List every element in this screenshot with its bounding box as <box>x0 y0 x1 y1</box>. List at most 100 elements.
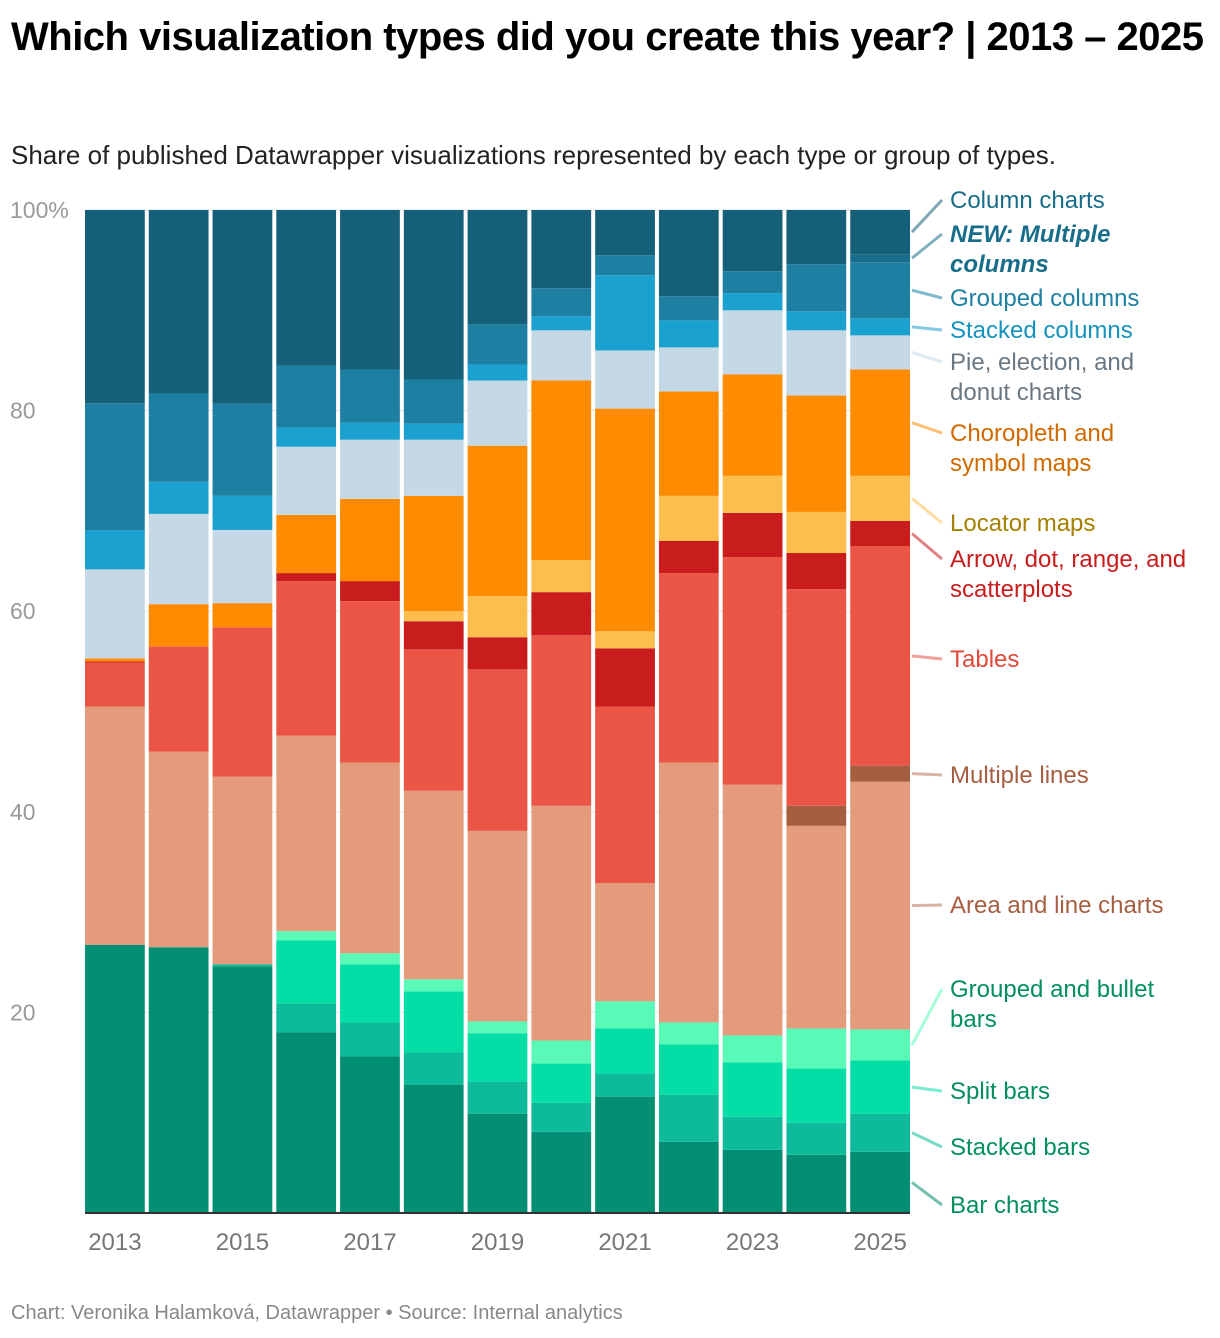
chart-subtitle: Share of published Datawrapper visualiza… <box>11 140 1056 170</box>
bar-segment <box>531 1102 592 1132</box>
series-label: Choropleth and symbol maps <box>950 420 1114 477</box>
series-label: Bar charts <box>950 1192 1059 1219</box>
bar-segment <box>850 475 910 521</box>
series-label-line: Tables <box>950 646 1019 673</box>
chart-footer: Chart: Veronika Halamková, Datawrapper •… <box>11 1302 623 1324</box>
bar-segment <box>658 210 719 297</box>
bar-segment <box>722 374 783 476</box>
bar-segment <box>722 512 783 558</box>
bar-segment <box>786 825 847 1029</box>
bar-segment <box>340 439 400 499</box>
bar-segment <box>850 335 910 370</box>
bar-segment <box>595 210 655 256</box>
leader-line <box>911 1181 943 1207</box>
leader-line <box>911 350 943 364</box>
series-label-line: Multiple lines <box>950 762 1089 789</box>
bar-segment <box>340 210 400 370</box>
bar-segment <box>467 637 528 670</box>
series-label-line: Stacked columns <box>950 317 1133 344</box>
bar-segment <box>850 1060 910 1114</box>
bar-segment <box>276 365 337 428</box>
bar-segment <box>467 1033 528 1082</box>
leader-line <box>911 654 943 661</box>
leader-line <box>911 772 943 777</box>
bar-segment <box>276 573 337 582</box>
bar-segment <box>403 621 464 650</box>
bar-segment <box>595 706 655 884</box>
bar-segment <box>85 658 145 662</box>
bar-segment <box>595 1096 655 1213</box>
bar-segment <box>467 1113 528 1213</box>
series-label: Pie, election, and donut charts <box>950 349 1134 406</box>
bar-segment <box>595 1001 655 1029</box>
bar-segment <box>850 765 910 782</box>
bar-segment <box>403 790 464 980</box>
bar-segment <box>403 210 464 380</box>
y-tick-label: 100% <box>10 197 69 223</box>
series-label: Stacked bars <box>950 1134 1090 1161</box>
bar-segment <box>85 569 145 659</box>
bar-segment <box>658 391 719 496</box>
bar-segment <box>85 661 145 663</box>
series-label-line: Area and line charts <box>950 892 1163 919</box>
bar-segment <box>786 589 847 806</box>
bar-segment <box>276 427 337 447</box>
x-tick-label: 2017 <box>343 1229 396 1256</box>
leader-line <box>910 198 944 234</box>
bar-segment <box>276 210 337 366</box>
bar-segment <box>467 380 528 446</box>
leader-line <box>911 532 943 561</box>
bar-segment <box>595 648 655 707</box>
bar-segment <box>212 403 273 496</box>
bar-segment <box>403 649 464 791</box>
bar-segment <box>403 423 464 440</box>
bar-segment <box>722 557 783 785</box>
bar-segment <box>85 210 145 404</box>
bar-segment <box>595 275 655 351</box>
bar-segment <box>212 603 273 628</box>
bar-segment <box>658 762 719 1023</box>
bar-segment <box>85 662 145 707</box>
bar-segment <box>467 445 528 597</box>
bar-segment <box>340 762 400 954</box>
leader-line <box>911 421 943 435</box>
series-label-line: Split bars <box>950 1078 1050 1105</box>
bar-segment <box>148 751 209 948</box>
bar-segment <box>786 311 847 331</box>
series-label: Split bars <box>950 1078 1050 1105</box>
bar-segment <box>148 393 209 482</box>
bar-segment <box>531 1063 592 1103</box>
bar-segment <box>340 422 400 440</box>
leader-line <box>911 288 943 300</box>
bar-segment <box>85 530 145 570</box>
series-label-line: Column charts <box>950 187 1105 214</box>
bar-segment <box>531 1040 592 1064</box>
bar-segment <box>658 495 719 541</box>
bar-segment <box>467 1081 528 1114</box>
bar-segment <box>276 581 337 736</box>
bar-segment <box>531 592 592 636</box>
bar-segment <box>531 380 592 561</box>
series-label-line: columns <box>950 251 1049 278</box>
bar-segment <box>148 513 209 605</box>
bar-segment <box>403 991 464 1053</box>
bar-segment <box>212 964 273 967</box>
bar-segment <box>850 1113 910 1152</box>
bar-segment <box>658 1094 719 1142</box>
bar-segment <box>531 210 592 289</box>
series-label: Column charts <box>950 187 1105 214</box>
bar-segment <box>340 1022 400 1057</box>
leader-line <box>911 1131 943 1149</box>
leader-line <box>911 1085 943 1093</box>
bar-segment <box>403 979 464 992</box>
series-label-line: NEW: Multiple <box>950 221 1110 248</box>
series-label: Multiple lines <box>950 762 1089 789</box>
bar-segment <box>212 776 273 965</box>
bar-segment <box>276 735 337 932</box>
bar-segment <box>722 310 783 375</box>
bar-segment <box>276 940 337 1004</box>
bar-segment <box>595 883 655 1002</box>
bar-segment <box>531 288 592 317</box>
bar-segment <box>403 379 464 424</box>
series-label: Grouped columns <box>950 285 1139 312</box>
